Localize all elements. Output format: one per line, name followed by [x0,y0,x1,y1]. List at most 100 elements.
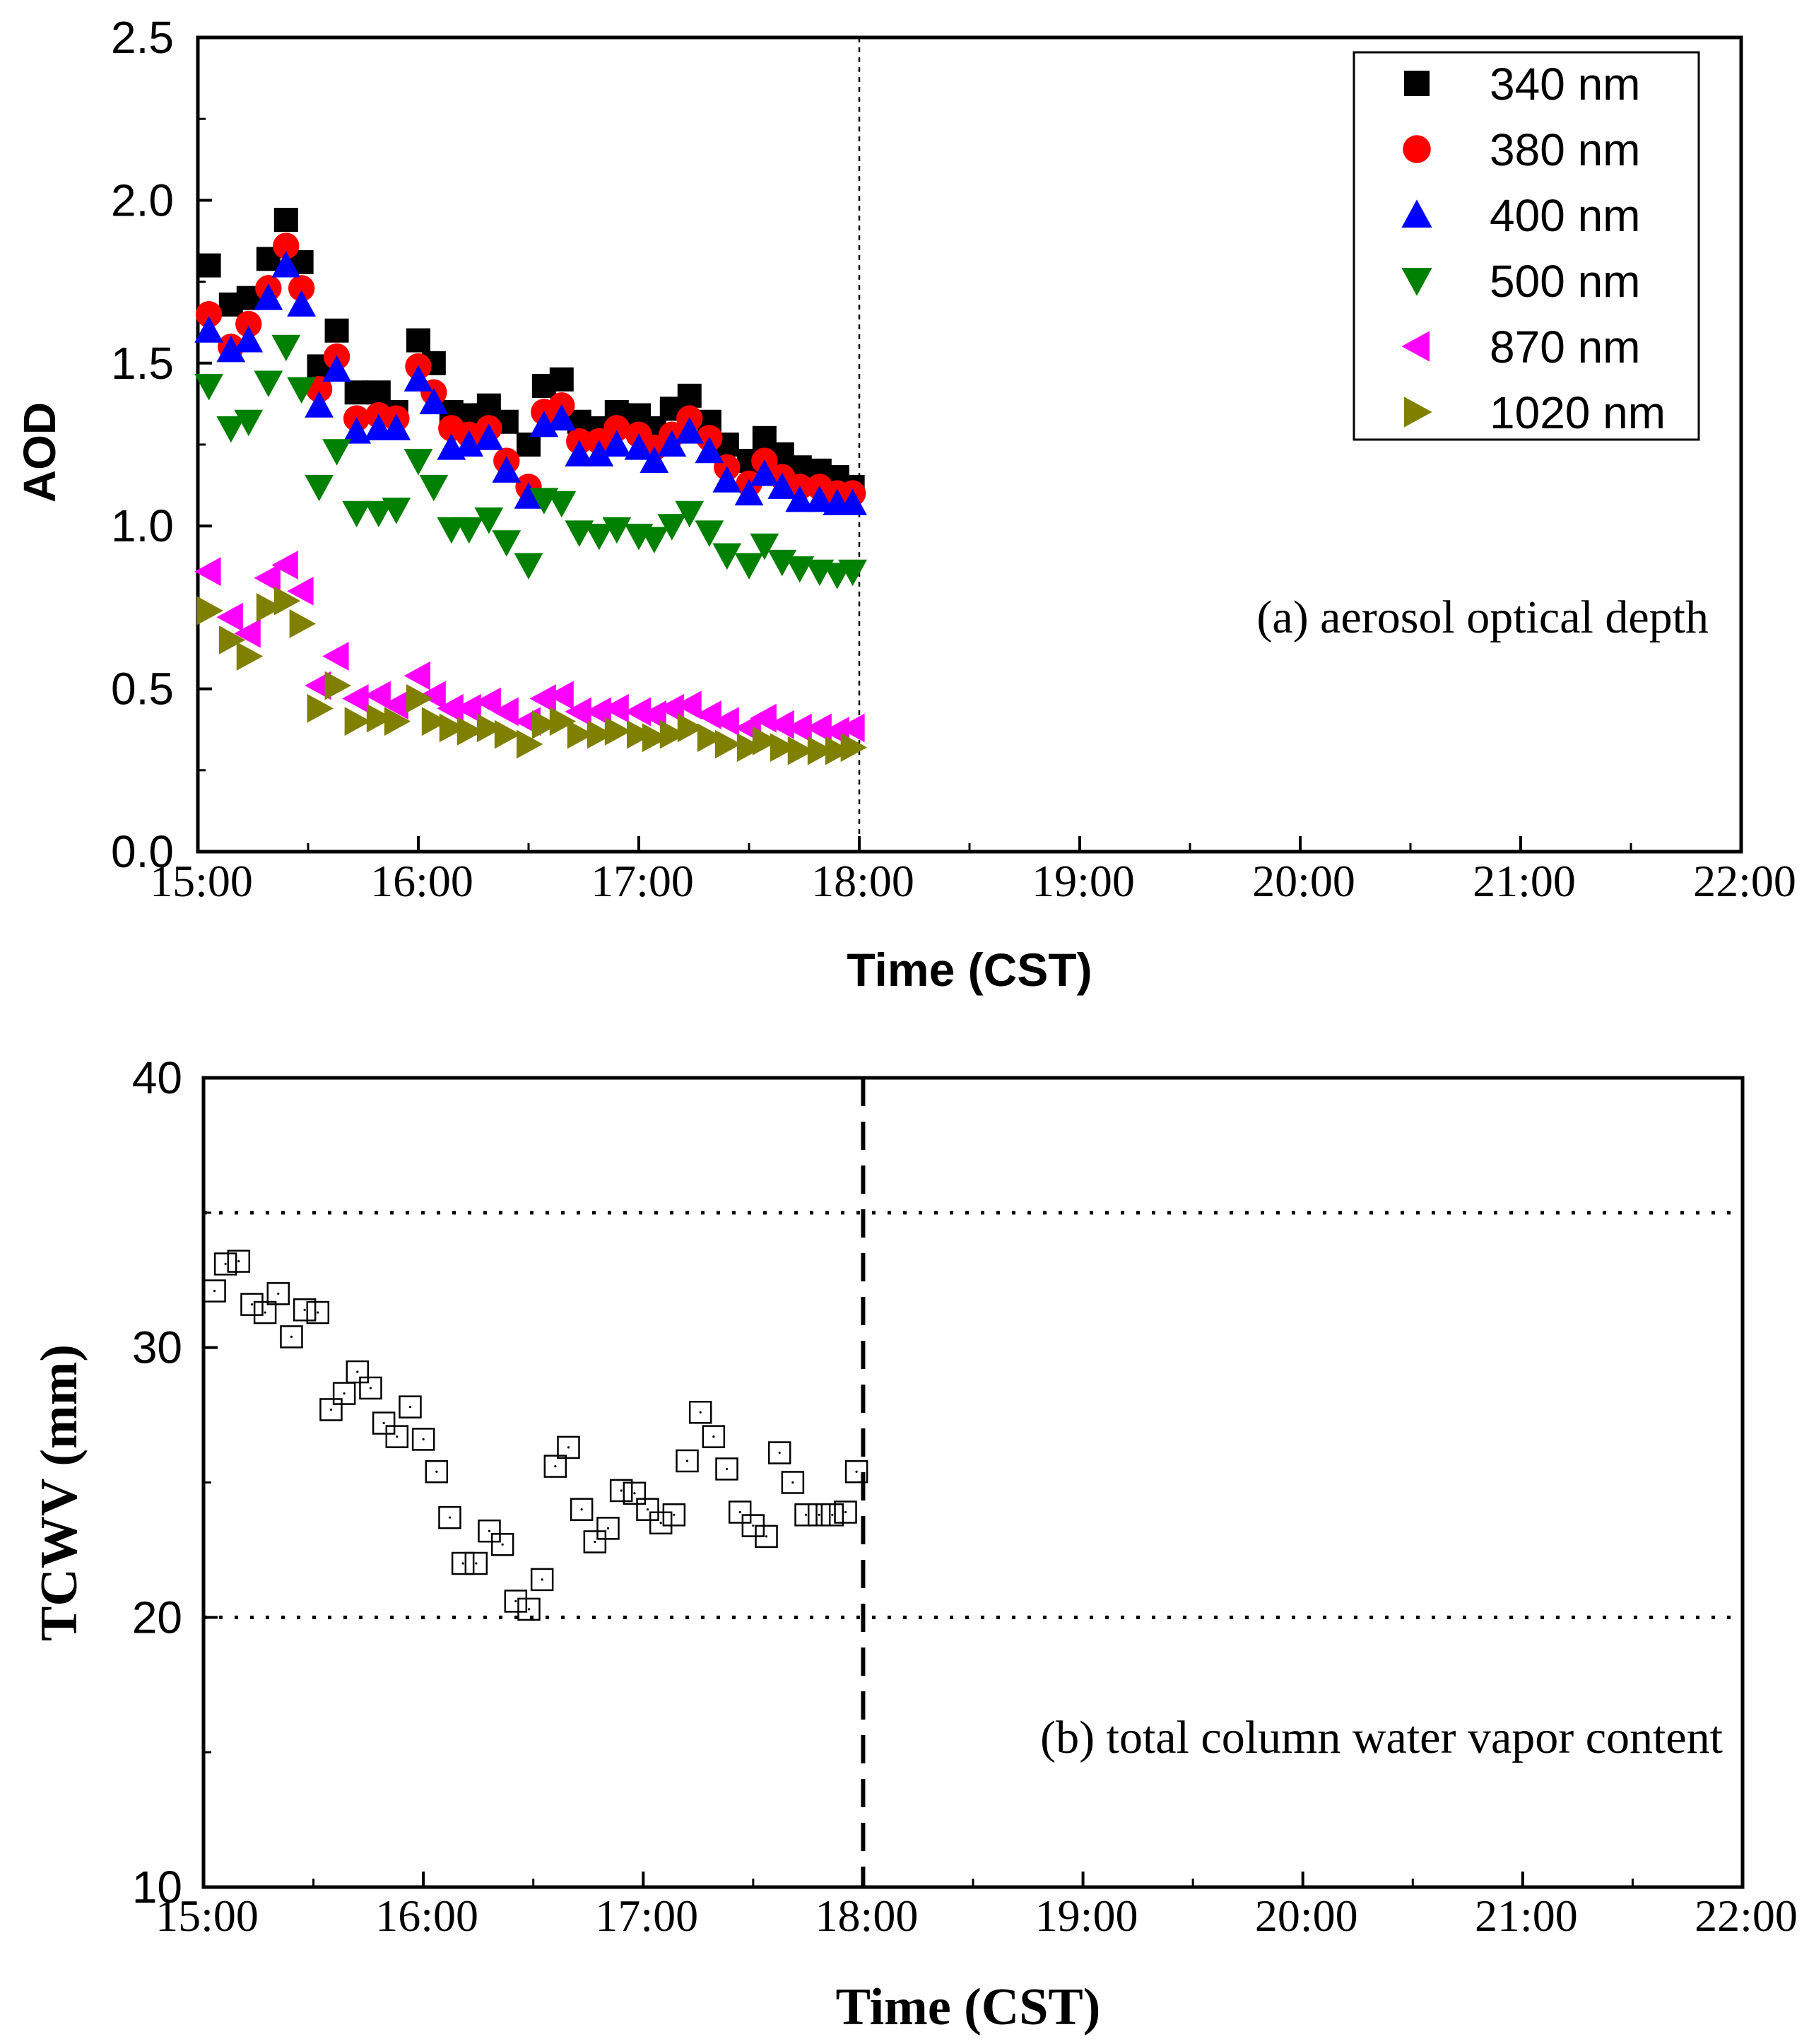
data-point [438,1505,461,1529]
x-tick-label-b: 19:00 [1035,1891,1138,1941]
data-point [785,713,812,743]
data-point [240,1293,264,1316]
data-point [805,713,832,743]
open-square-marker [332,1382,356,1405]
data-point [584,440,614,466]
x-axis-label-a: Time (CST) [847,944,1092,996]
data-point [287,377,317,404]
data-point [514,482,543,509]
data-point [494,719,522,749]
marker-center-dot [778,1451,781,1455]
marker-center-dot [738,1510,741,1514]
legend-box [1353,51,1700,441]
data-point [216,416,246,443]
legend-item: 340 nm [1404,59,1640,110]
y-tick-label-a: 0.5 [111,664,174,715]
data-point [287,576,314,606]
marker-center-dot [369,1387,372,1390]
open-square-marker [490,1533,514,1556]
data-point [235,310,262,338]
series-1020nm [196,586,868,765]
x-ticks-b: 15:00 16:00 17:00 18:00 19:00 20:00 21:00 22:00 [155,1872,1798,1941]
data-point [346,1360,370,1384]
marker-center-dot [804,1513,808,1516]
legend-marker [1404,397,1432,428]
data-point [342,500,372,528]
data-point [421,707,449,736]
marker-center-dot [408,1406,412,1409]
data-point [451,1551,475,1575]
open-square-marker [451,1551,475,1575]
data-point [474,423,504,450]
data-point [372,1411,396,1435]
data-point [273,233,300,259]
x-tick-label-b: 15:00 [155,1891,259,1941]
data-point [547,681,574,710]
open-square-marker [755,1525,778,1549]
y-tick-label-b: 10 [132,1862,182,1913]
open-square-marker [280,1325,303,1349]
data-point [570,1498,594,1521]
data-point [584,524,614,551]
data-point [702,1425,726,1448]
data-point [584,697,611,727]
data-point [695,520,724,547]
series-500nm [194,334,868,589]
open-square-marker [227,1250,251,1273]
data-point [425,1459,449,1484]
marker-center-dot [448,1516,452,1519]
marker-center-dot [290,1335,293,1338]
data-point [567,719,594,749]
open-square-marker [293,1298,317,1322]
data-point [478,1519,501,1543]
y-tick-label-a: 2.0 [111,175,174,225]
data-point [364,500,394,528]
data-point [659,719,687,749]
open-square-marker [530,1568,554,1592]
data-point [385,1425,409,1448]
data-point [834,1500,857,1524]
open-square-marker [399,1395,422,1419]
data-point [273,208,298,233]
data-point [419,474,449,502]
marker-center-dot [343,1392,346,1395]
marker-center-dot [633,1492,636,1495]
legend-item: 400 nm [1401,190,1640,241]
y-axis-label-b: TCWV (mm) [30,1344,88,1641]
data-point [382,413,411,440]
marker-center-dot [213,1289,216,1293]
data-point [657,514,687,541]
marker-center-dot [237,1259,240,1263]
data-point [688,1401,712,1424]
open-square-marker [213,1252,237,1276]
data-point [305,391,334,418]
data-point [734,553,764,580]
open-square-marker [385,1425,409,1448]
open-square-marker [649,1511,673,1534]
data-point [454,517,484,544]
open-square-marker [844,1459,868,1484]
data-point [844,1459,868,1484]
x-tick-label-b: 16:00 [375,1891,478,1941]
x-ticks-a: 15:00 16:00 17:00 18:00 19:00 20:00 21:00 22:00 [150,836,1796,906]
x-tick-label-a: 20:00 [1252,856,1355,906]
data-point [755,1525,778,1549]
data-point [419,387,449,415]
data-point [657,693,684,723]
data-point [234,618,261,648]
marker-center-dot [382,1421,385,1425]
data-point [271,334,301,362]
data-point [288,275,315,302]
data-point [675,500,705,528]
marker-center-dot [303,1308,306,1311]
open-square-marker [346,1360,370,1384]
marker-center-dot [844,1510,847,1514]
marker-center-dot [765,1535,768,1538]
data-point [194,557,221,587]
data-point [517,729,543,759]
marker-center-dot [791,1481,794,1484]
data-point [514,553,543,580]
data-point [194,316,223,343]
data-point [399,1395,422,1419]
x-tick-label-a: 15:00 [150,856,253,906]
